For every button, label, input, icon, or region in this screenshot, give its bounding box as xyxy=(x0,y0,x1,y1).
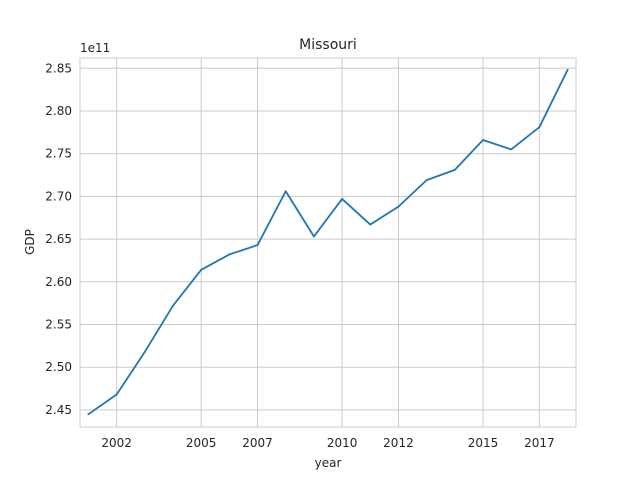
x-tick-label: 2005 xyxy=(186,436,217,450)
data-point xyxy=(566,69,569,71)
data-point xyxy=(228,253,231,256)
x-tick-label: 2015 xyxy=(468,436,499,450)
chart-title: Missouri xyxy=(299,37,357,53)
data-point xyxy=(115,393,118,396)
y-tick-label: 2.55 xyxy=(45,318,72,332)
data-point xyxy=(341,198,343,200)
series-layer xyxy=(87,69,569,416)
y-tick-label: 2.80 xyxy=(45,104,72,118)
data-point xyxy=(397,205,400,208)
y-tick-label: 2.50 xyxy=(45,360,72,374)
y-tick-label: 2.70 xyxy=(45,189,72,203)
data-point xyxy=(482,139,484,141)
y-tick-label: 2.65 xyxy=(45,232,72,246)
x-tick-label: 2017 xyxy=(524,436,555,450)
data-point xyxy=(369,223,372,226)
data-point xyxy=(510,148,513,151)
x-axis-label: year xyxy=(315,456,342,470)
y-tick-labels: 2.45 2.50 2.55 2.60 2.65 2.70 2.75 2.80 2.85 xyxy=(45,61,72,417)
data-point xyxy=(425,179,428,182)
data-point xyxy=(143,350,146,353)
data-point xyxy=(172,304,174,307)
y-axis-label: GDP xyxy=(23,229,37,255)
x-tick-label: 2002 xyxy=(101,436,132,450)
data-point xyxy=(453,168,456,171)
x-tick-label: 2007 xyxy=(242,436,273,450)
data-point xyxy=(200,268,203,271)
y-tick-label: 2.75 xyxy=(45,147,72,161)
data-point xyxy=(313,235,315,238)
plot-frame xyxy=(79,57,577,428)
x-tick-labels: 2002 2005 2007 2010 2012 2015 2017 xyxy=(101,436,554,450)
series-line xyxy=(87,69,569,416)
plot-background xyxy=(80,58,576,427)
x-tick-label: 2010 xyxy=(327,436,358,450)
y-offset-text: 1e11 xyxy=(80,41,110,55)
data-point xyxy=(538,126,541,129)
grid xyxy=(80,58,576,427)
y-tick-label: 2.45 xyxy=(45,403,72,417)
data-point xyxy=(256,244,259,246)
data-point xyxy=(87,413,90,416)
y-tick-label: 2.85 xyxy=(45,61,72,75)
y-tick-label: 2.60 xyxy=(45,275,72,289)
x-tick-label: 2012 xyxy=(383,436,414,450)
data-point xyxy=(284,190,287,193)
